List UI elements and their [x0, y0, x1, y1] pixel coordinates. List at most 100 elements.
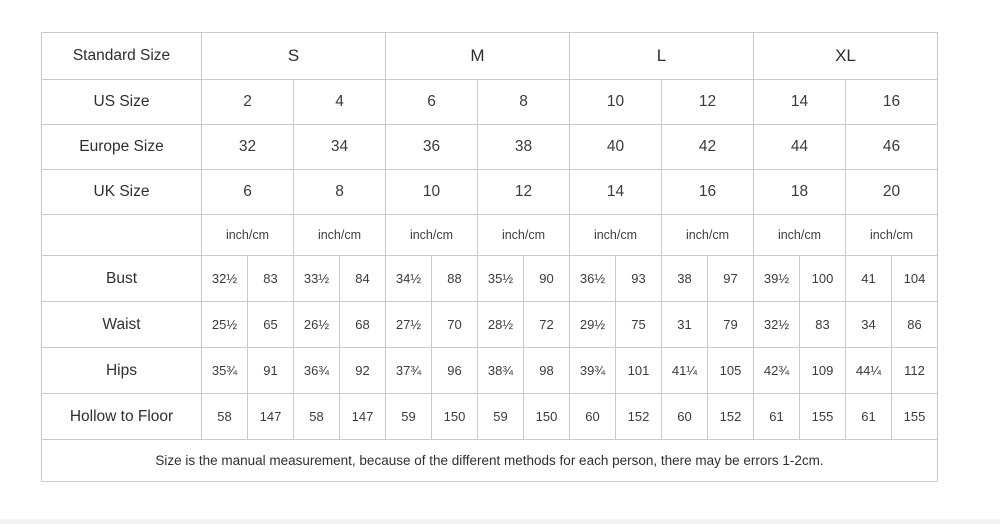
measurement-value-cell: 28½	[477, 301, 524, 348]
measurement-value-cell: 35¾	[201, 347, 248, 394]
size-value-cell: 40	[569, 124, 662, 170]
unit-cell: inch/cm	[201, 214, 294, 256]
measurement-value-cell: 44¼	[845, 347, 892, 394]
measurement-value-cell: 37¾	[385, 347, 432, 394]
unit-cell: inch/cm	[385, 214, 478, 256]
measurement-value-cell: 58	[293, 393, 340, 440]
measurement-value-cell: 58	[201, 393, 248, 440]
measurement-value-cell: 72	[523, 301, 570, 348]
size-value-cell: 34	[293, 124, 386, 170]
size-value-cell: 6	[201, 169, 294, 215]
row-hips: Hips 35¾ 91 36¾ 92 37¾ 96 38¾ 98 39¾ 101 41¼ 105 42¾ 1…	[41, 347, 938, 394]
measurement-value-cell: 38	[661, 255, 708, 302]
measurement-value-cell: 84	[339, 255, 386, 302]
size-value-cell: 8	[477, 79, 570, 125]
measurement-value-cell: 29½	[569, 301, 616, 348]
size-value-cell: 32	[201, 124, 294, 170]
measurement-value-cell: 68	[339, 301, 386, 348]
measurement-value-cell: 152	[707, 393, 754, 440]
standard-size-cell: XL	[753, 32, 938, 80]
measurement-value-cell: 33½	[293, 255, 340, 302]
measurement-value-cell: 31	[661, 301, 708, 348]
measurement-value-cell: 35½	[477, 255, 524, 302]
measurement-value-cell: 38¾	[477, 347, 524, 394]
row-footer-note: Size is the manual measurement, because …	[41, 439, 938, 482]
size-value-cell: 14	[753, 79, 846, 125]
size-value-cell: 10	[569, 79, 662, 125]
measurement-value-cell: 152	[615, 393, 662, 440]
size-value-cell: 42	[661, 124, 754, 170]
measurement-value-cell: 105	[707, 347, 754, 394]
measurement-value-cell: 70	[431, 301, 478, 348]
size-chart-table: Standard Size S M L XL US Size 2 4 6 8 10 12 14 16 Eur…	[41, 32, 938, 482]
row-standard-size: Standard Size S M L XL	[41, 32, 938, 80]
measurement-value-cell: 25½	[201, 301, 248, 348]
row-units: inch/cm inch/cm inch/cm inch/cm inch/cm inch/…	[41, 214, 938, 256]
row-label-cell: Standard Size	[41, 32, 202, 80]
measurement-value-cell: 65	[247, 301, 294, 348]
measurement-value-cell: 100	[799, 255, 846, 302]
measurement-value-cell: 97	[707, 255, 754, 302]
size-value-cell: 38	[477, 124, 570, 170]
size-value-cell: 16	[845, 79, 938, 125]
size-value-cell: 44	[753, 124, 846, 170]
row-bust: Bust 32½ 83 33½ 84 34½ 88 35½ 90 36½ 93 38 97 39½ 100 4…	[41, 255, 938, 302]
size-value-cell: 46	[845, 124, 938, 170]
measurement-value-cell: 98	[523, 347, 570, 394]
measurement-value-cell: 32½	[201, 255, 248, 302]
measurement-value-cell: 79	[707, 301, 754, 348]
measurement-value-cell: 34	[845, 301, 892, 348]
measurement-value-cell: 150	[523, 393, 570, 440]
size-value-cell: 8	[293, 169, 386, 215]
footer-note: Size is the manual measurement, because …	[41, 439, 938, 482]
row-label-cell	[41, 214, 202, 256]
measurement-value-cell: 92	[339, 347, 386, 394]
measurement-value-cell: 59	[477, 393, 524, 440]
measurement-value-cell: 61	[845, 393, 892, 440]
bottom-strip	[0, 519, 1000, 524]
measurement-value-cell: 88	[431, 255, 478, 302]
size-value-cell: 16	[661, 169, 754, 215]
size-value-cell: 14	[569, 169, 662, 215]
measurement-value-cell: 34½	[385, 255, 432, 302]
row-label-cell: Bust	[41, 255, 202, 302]
row-label-cell: UK Size	[41, 169, 202, 215]
measurement-value-cell: 96	[431, 347, 478, 394]
unit-cell: inch/cm	[477, 214, 570, 256]
measurement-value-cell: 36½	[569, 255, 616, 302]
measurement-value-cell: 147	[247, 393, 294, 440]
measurement-value-cell: 26½	[293, 301, 340, 348]
measurement-value-cell: 147	[339, 393, 386, 440]
measurement-value-cell: 59	[385, 393, 432, 440]
measurement-value-cell: 75	[615, 301, 662, 348]
measurement-value-cell: 32½	[753, 301, 800, 348]
measurement-value-cell: 112	[891, 347, 938, 394]
row-waist: Waist 25½ 65 26½ 68 27½ 70 28½ 72 29½ 75 31 79 32½ 83 3…	[41, 301, 938, 348]
size-value-cell: 2	[201, 79, 294, 125]
measurement-value-cell: 83	[799, 301, 846, 348]
measurement-value-cell: 41	[845, 255, 892, 302]
measurement-value-cell: 27½	[385, 301, 432, 348]
row-label-cell: Waist	[41, 301, 202, 348]
measurement-value-cell: 155	[799, 393, 846, 440]
row-label-cell: Hollow to Floor	[41, 393, 202, 440]
measurement-value-cell: 91	[247, 347, 294, 394]
measurement-value-cell: 90	[523, 255, 570, 302]
unit-cell: inch/cm	[661, 214, 754, 256]
measurement-value-cell: 41¼	[661, 347, 708, 394]
size-value-cell: 6	[385, 79, 478, 125]
size-value-cell: 18	[753, 169, 846, 215]
size-value-cell: 12	[661, 79, 754, 125]
measurement-value-cell: 86	[891, 301, 938, 348]
measurement-value-cell: 39½	[753, 255, 800, 302]
row-europe-size: Europe Size 32 34 36 38 40 42 44 46	[41, 124, 938, 170]
unit-cell: inch/cm	[845, 214, 938, 256]
standard-size-cell: M	[385, 32, 570, 80]
size-value-cell: 4	[293, 79, 386, 125]
row-label-cell: Europe Size	[41, 124, 202, 170]
measurement-value-cell: 61	[753, 393, 800, 440]
measurement-value-cell: 155	[891, 393, 938, 440]
row-us-size: US Size 2 4 6 8 10 12 14 16	[41, 79, 938, 125]
measurement-value-cell: 36¾	[293, 347, 340, 394]
measurement-value-cell: 42¾	[753, 347, 800, 394]
